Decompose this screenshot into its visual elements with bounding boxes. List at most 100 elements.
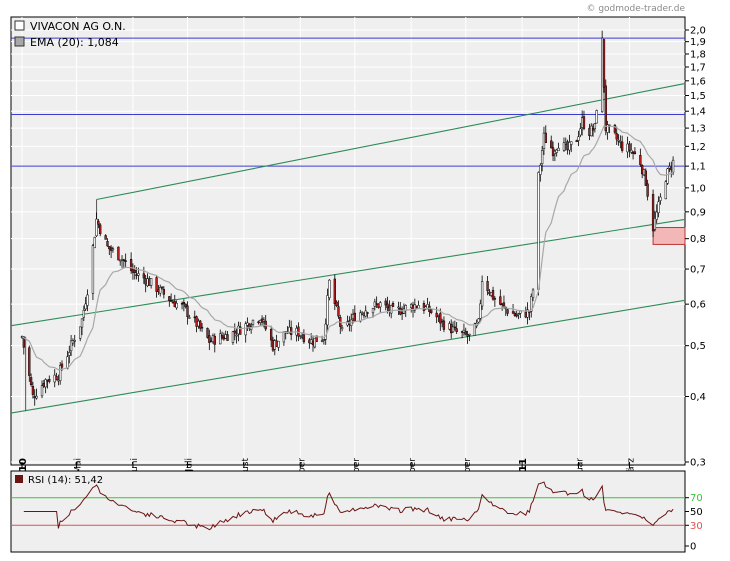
candle-body bbox=[124, 260, 127, 262]
candle-body bbox=[602, 39, 606, 88]
candle-body bbox=[646, 183, 649, 197]
candle-body bbox=[575, 140, 578, 143]
candle-body bbox=[664, 181, 667, 200]
y-tick-label: 0,7 bbox=[690, 265, 706, 276]
candle-body bbox=[184, 303, 187, 308]
candle-body bbox=[131, 269, 135, 273]
candle-body bbox=[262, 319, 266, 322]
candle-body bbox=[271, 339, 275, 351]
candle-body bbox=[360, 312, 364, 315]
candle-body bbox=[490, 292, 493, 296]
candle-body bbox=[80, 318, 84, 328]
candle-series bbox=[20, 30, 675, 406]
rsi-axis-ticks: 70 50 30 0 bbox=[685, 493, 703, 553]
y-tick-label: 1,0 bbox=[690, 183, 706, 194]
candle-body bbox=[391, 302, 395, 307]
candle-body bbox=[31, 386, 35, 395]
candle-body bbox=[442, 320, 446, 330]
candle-body bbox=[644, 170, 647, 186]
trend-channel-middle bbox=[10, 219, 685, 327]
candle-body bbox=[617, 139, 620, 142]
y-tick-label: 1,2 bbox=[690, 142, 706, 153]
candle-body bbox=[375, 303, 378, 305]
candle-body bbox=[182, 301, 186, 304]
candle-body bbox=[502, 302, 506, 307]
candle-body bbox=[84, 303, 87, 310]
support-zone bbox=[652, 227, 686, 245]
candle-body bbox=[670, 167, 673, 171]
rsi-tick-label: 70 bbox=[690, 493, 703, 504]
y-tick-label: 0,6 bbox=[690, 300, 706, 311]
candle-body bbox=[111, 248, 115, 251]
candle-body bbox=[104, 235, 107, 240]
candle-body bbox=[435, 312, 438, 318]
candle-body bbox=[97, 220, 100, 225]
candle-body bbox=[577, 136, 580, 141]
candle-body bbox=[195, 316, 198, 327]
candle-body bbox=[117, 246, 120, 261]
candle-body bbox=[142, 273, 146, 279]
candle-body bbox=[288, 326, 291, 333]
y-axis-ticks: 2,01,91,8 1,7 1,6 1,5 1,4 1,3 1,2 1,1 1,0 0,9 0,8 0… bbox=[685, 26, 706, 469]
candle-body bbox=[453, 326, 457, 329]
candle-body bbox=[606, 124, 609, 133]
candle-body bbox=[91, 245, 95, 294]
candle-body bbox=[642, 169, 646, 176]
candle-body bbox=[82, 309, 85, 318]
candle-body bbox=[373, 301, 376, 307]
y-tick-label: 0,5 bbox=[690, 341, 706, 352]
candle-body bbox=[186, 305, 189, 318]
candle-body bbox=[479, 303, 482, 319]
x-month-label: Juli bbox=[185, 458, 195, 472]
candle-body bbox=[324, 323, 327, 340]
rsi-tick-label: 30 bbox=[690, 521, 703, 532]
candle-body bbox=[351, 314, 355, 320]
candle-body bbox=[290, 327, 293, 335]
candle-body bbox=[197, 320, 200, 327]
candle-body bbox=[299, 335, 302, 337]
rsi-legend: RSI (14): 51,42 bbox=[28, 475, 103, 486]
candle-body bbox=[277, 340, 280, 348]
candle-body bbox=[537, 172, 540, 290]
candle-body bbox=[48, 378, 51, 382]
source-credit: © godmode-trader.de bbox=[586, 4, 685, 14]
candle-body bbox=[440, 319, 444, 322]
y-tick-label: 1,3 bbox=[690, 124, 706, 135]
candle-body bbox=[93, 237, 96, 249]
candle-body bbox=[120, 259, 124, 261]
candle-body bbox=[95, 218, 98, 237]
y-tick-label: 1,4 bbox=[690, 107, 706, 118]
candle-body bbox=[544, 132, 547, 143]
candle-body bbox=[511, 311, 515, 314]
candle-body bbox=[491, 290, 495, 300]
candle-body bbox=[340, 327, 344, 330]
candle-body bbox=[55, 376, 58, 380]
candle-body bbox=[259, 320, 262, 323]
candle-body bbox=[335, 301, 338, 306]
candle-body bbox=[224, 334, 227, 339]
candle-body bbox=[526, 309, 529, 318]
legend-swatch-price bbox=[14, 20, 25, 31]
x-month-label: März bbox=[626, 458, 636, 480]
x-month-label: Juni bbox=[130, 458, 140, 476]
candle-body bbox=[666, 168, 669, 184]
candle-body bbox=[40, 385, 44, 397]
candle-body bbox=[53, 374, 56, 383]
candle-body bbox=[155, 277, 158, 292]
candle-body bbox=[462, 329, 466, 333]
candle-body bbox=[199, 320, 202, 329]
candle-body bbox=[550, 140, 553, 149]
candle-body bbox=[171, 301, 175, 304]
candle-body bbox=[362, 314, 366, 316]
candle-body bbox=[146, 278, 149, 287]
candle-body bbox=[188, 317, 191, 319]
candle-body bbox=[619, 141, 622, 143]
candle-body bbox=[275, 340, 278, 347]
candle-body bbox=[473, 323, 477, 336]
trend-channel-upper bbox=[96, 83, 685, 201]
trend-channel-lower bbox=[10, 299, 685, 414]
candle-body bbox=[231, 331, 235, 343]
candle-body bbox=[653, 218, 657, 230]
candle-body bbox=[655, 211, 658, 220]
